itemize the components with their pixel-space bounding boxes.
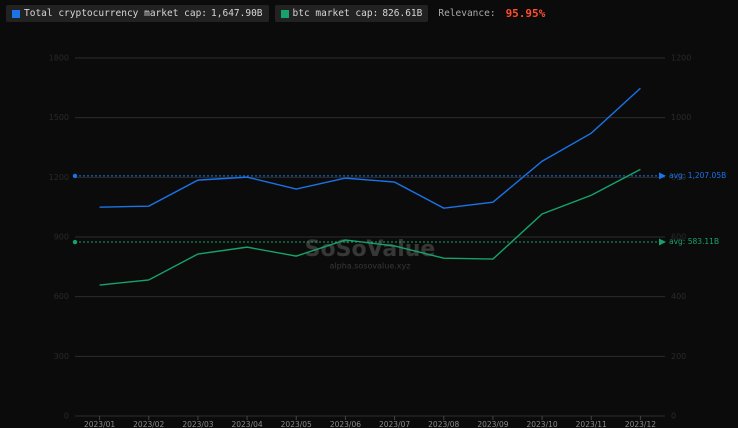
relevance-value: 95.95% xyxy=(505,7,546,20)
legend-item: btc market cap: 826.61B xyxy=(274,5,429,22)
legend-item: Total cryptocurrency market cap: 1,647.90… xyxy=(6,5,269,22)
x-tick-label: 2023/06 xyxy=(330,420,361,428)
y-tick-label: 600 xyxy=(54,292,69,301)
average-arrow xyxy=(659,172,666,180)
y-tick-label: 1200 xyxy=(49,173,69,182)
x-tick-label: 2023/09 xyxy=(477,420,508,428)
y2-tick-label: 800 xyxy=(671,173,686,182)
y-tick-label: 1500 xyxy=(49,113,69,122)
average-dot xyxy=(72,173,78,179)
average-dot xyxy=(72,239,78,245)
x-tick-label: 2023/12 xyxy=(625,420,656,428)
y2-tick-label: 400 xyxy=(671,292,686,301)
y-tick-label: 0 xyxy=(64,412,69,421)
legend-label: btc market cap: xyxy=(292,8,379,19)
series-line xyxy=(99,168,641,286)
x-tick-label: 2023/07 xyxy=(379,420,410,428)
average-arrow xyxy=(659,238,666,246)
header: Total cryptocurrency market cap: 1,647.90… xyxy=(6,5,545,22)
y2-tick-label: 1000 xyxy=(671,113,691,122)
legend-value: 1,647.90B xyxy=(211,8,263,19)
x-tick-label: 2023/08 xyxy=(428,420,459,428)
y-tick-label: 1800 xyxy=(49,54,69,63)
series-line xyxy=(99,87,641,209)
legend-swatch xyxy=(12,9,20,18)
legend-value: 826.61B xyxy=(382,8,423,19)
x-tick-label: 2023/04 xyxy=(231,420,262,428)
y2-tick-label: 200 xyxy=(671,352,686,361)
average-label: avg: 583.11B xyxy=(669,237,719,246)
y2-tick-label: 1200 xyxy=(671,54,691,63)
x-tick-label: 2023/02 xyxy=(133,420,164,428)
x-tick-label: 2023/10 xyxy=(526,420,557,428)
x-tick-label: 2023/01 xyxy=(84,420,115,428)
y-tick-label: 300 xyxy=(54,352,69,361)
legend-swatch xyxy=(280,9,289,18)
x-tick-label: 2023/03 xyxy=(182,420,213,428)
y-tick-label: 900 xyxy=(54,233,69,242)
average-label: avg: 1,207.05B xyxy=(669,171,726,180)
y2-tick-label: 600 xyxy=(671,233,686,242)
x-tick-label: 2023/05 xyxy=(281,420,312,428)
y2-tick-label: 0 xyxy=(671,412,676,421)
watermark-url: alpha.sosovalue.xyz xyxy=(330,262,411,271)
watermark: SoSoValue xyxy=(305,237,436,262)
relevance-label: Relevance: xyxy=(438,8,496,19)
legend-label: Total cryptocurrency market cap: xyxy=(24,8,208,19)
x-tick-label: 2023/11 xyxy=(576,420,607,428)
